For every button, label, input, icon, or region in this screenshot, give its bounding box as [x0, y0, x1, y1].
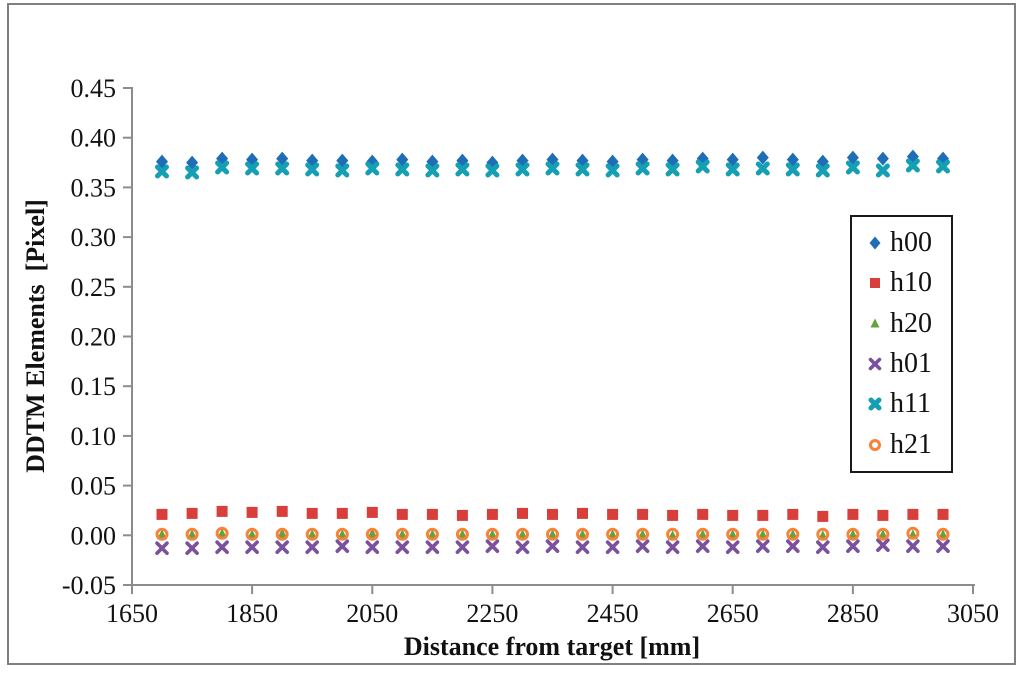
svg-text:1850: 1850 — [226, 599, 278, 628]
legend-box: h00 h10 h20 h01 h11 h21 — [850, 215, 953, 473]
svg-text:1650: 1650 — [106, 599, 158, 628]
x-axis: 1650 1850 2050 2250 2450 2650 2850 3050 — [106, 584, 999, 628]
svg-text:2850: 2850 — [827, 599, 879, 628]
h01-marker-icon — [868, 357, 882, 371]
svg-text:0.15: 0.15 — [71, 372, 117, 401]
svg-text:0.25: 0.25 — [71, 273, 117, 302]
y-axis: -0.05 0.00 0.05 0.10 0.15 0.20 0.25 0.30 0.35 0.4… — [62, 74, 133, 600]
svg-text:0.00: 0.00 — [71, 521, 117, 550]
series-h20 — [157, 528, 948, 541]
legend-label-h00: h00 — [890, 227, 932, 259]
legend-label-h10: h10 — [890, 267, 932, 299]
legend-label-h11: h11 — [890, 388, 931, 420]
series-h11 — [155, 158, 950, 180]
y-axis-title: DDTM Elements [Pixel] — [21, 199, 50, 473]
svg-text:2450: 2450 — [587, 599, 639, 628]
series-h21 — [155, 526, 950, 541]
legend-item-h11: h11 — [866, 390, 951, 418]
h21-marker-icon — [869, 438, 881, 451]
svg-text:2250: 2250 — [466, 599, 518, 628]
legend-label-h20: h20 — [890, 307, 932, 339]
legend-item-h21: h21 — [866, 428, 951, 460]
svg-text:3050: 3050 — [947, 599, 999, 628]
legend-item-h01: h01 — [866, 350, 951, 378]
series-h10 — [156, 505, 949, 522]
svg-text:-0.05: -0.05 — [62, 571, 116, 600]
legend-label-h21: h21 — [890, 428, 932, 460]
series-h01 — [155, 538, 950, 555]
svg-text:0.10: 0.10 — [71, 422, 117, 451]
h20-marker-icon — [870, 318, 880, 328]
legend-item-h20: h20 — [866, 307, 951, 339]
h10-marker-icon — [870, 278, 880, 289]
h00-marker-icon — [869, 236, 881, 250]
svg-text:2050: 2050 — [346, 599, 398, 628]
legend-label-h01: h01 — [890, 348, 932, 380]
legend-item-h10: h10 — [866, 269, 951, 297]
svg-text:0.45: 0.45 — [71, 74, 117, 103]
legend-item-h00: h00 — [866, 229, 951, 257]
svg-text:0.30: 0.30 — [71, 223, 117, 252]
svg-text:0.20: 0.20 — [71, 323, 117, 352]
svg-text:2650: 2650 — [707, 599, 759, 628]
svg-text:0.05: 0.05 — [71, 472, 117, 501]
figure-frame — [7, 3, 1016, 665]
svg-text:0.40: 0.40 — [71, 124, 117, 153]
x-axis-title: Distance from target [mm] — [403, 632, 701, 661]
svg-text:0.35: 0.35 — [71, 173, 117, 202]
h11-marker-icon — [868, 397, 882, 411]
